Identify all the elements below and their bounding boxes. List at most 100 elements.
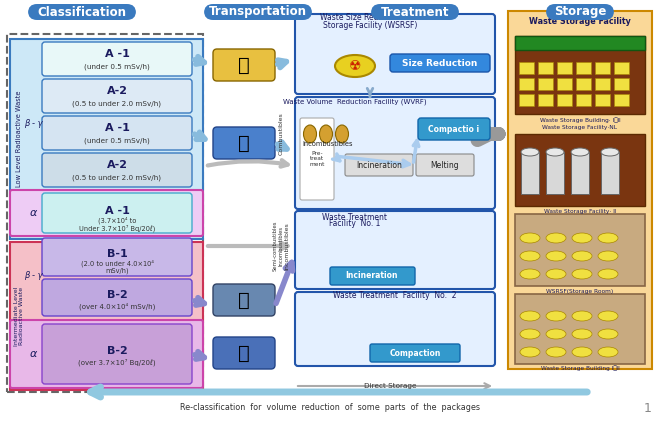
- Text: Facility  No. 1: Facility No. 1: [329, 220, 381, 229]
- Text: Combustibles: Combustibles: [279, 113, 284, 155]
- Text: Waste Size Reduction and: Waste Size Reduction and: [320, 14, 420, 22]
- Text: A -1: A -1: [104, 206, 129, 216]
- Ellipse shape: [520, 311, 540, 321]
- Text: WSRSF(Storage Room): WSRSF(Storage Room): [546, 288, 614, 293]
- Ellipse shape: [521, 148, 539, 156]
- FancyBboxPatch shape: [42, 324, 192, 384]
- Bar: [538, 94, 553, 106]
- Ellipse shape: [520, 269, 540, 279]
- Ellipse shape: [546, 251, 566, 261]
- Text: Classification: Classification: [38, 6, 127, 19]
- Ellipse shape: [520, 251, 540, 261]
- Bar: [557, 62, 572, 74]
- Text: B-2: B-2: [107, 346, 127, 356]
- FancyBboxPatch shape: [213, 127, 275, 159]
- Bar: [614, 78, 629, 90]
- Text: Intermediate Level
Radioactive Waste: Intermediate Level Radioactive Waste: [14, 286, 24, 346]
- FancyBboxPatch shape: [204, 4, 312, 20]
- Bar: [546, 152, 564, 194]
- Ellipse shape: [546, 347, 566, 357]
- FancyBboxPatch shape: [42, 79, 192, 113]
- Text: Incineration: Incineration: [356, 161, 402, 170]
- Bar: [519, 94, 534, 106]
- Text: (0.5 to under 2.0 mSv/h): (0.5 to under 2.0 mSv/h): [73, 101, 162, 107]
- Text: Pre-
treat
ment: Pre- treat ment: [310, 151, 325, 167]
- Ellipse shape: [598, 347, 618, 357]
- Bar: [508, 11, 652, 369]
- Ellipse shape: [598, 311, 618, 321]
- Text: Waste Storage Facility·NL: Waste Storage Facility·NL: [543, 125, 618, 129]
- Text: (under 0.5 mSv/h): (under 0.5 mSv/h): [84, 64, 150, 70]
- FancyBboxPatch shape: [345, 154, 413, 176]
- FancyBboxPatch shape: [42, 42, 192, 76]
- Ellipse shape: [601, 148, 619, 156]
- FancyBboxPatch shape: [295, 211, 495, 289]
- Text: β - γ: β - γ: [24, 120, 42, 128]
- Text: 🚛: 🚛: [238, 56, 250, 75]
- Bar: [10, 39, 203, 239]
- Bar: [576, 94, 591, 106]
- Ellipse shape: [598, 329, 618, 339]
- Text: B-1: B-1: [107, 249, 127, 259]
- FancyBboxPatch shape: [300, 118, 334, 200]
- FancyBboxPatch shape: [295, 14, 495, 94]
- FancyBboxPatch shape: [10, 320, 203, 388]
- Ellipse shape: [572, 311, 592, 321]
- Ellipse shape: [572, 251, 592, 261]
- Ellipse shape: [572, 329, 592, 339]
- Text: Waste Treatment  Facility  No.  2: Waste Treatment Facility No. 2: [333, 292, 457, 301]
- Ellipse shape: [520, 233, 540, 243]
- FancyBboxPatch shape: [546, 4, 614, 20]
- Text: (over 4.0×10⁴ mSv/h): (over 4.0×10⁴ mSv/h): [79, 302, 155, 310]
- FancyBboxPatch shape: [42, 238, 192, 276]
- Text: Incombustibles: Incombustibles: [284, 222, 290, 270]
- Text: Low Level Radioactive Waste: Low Level Radioactive Waste: [16, 91, 22, 187]
- Text: 1: 1: [644, 402, 652, 415]
- FancyBboxPatch shape: [370, 344, 460, 362]
- Text: (3.7×10⁴ to: (3.7×10⁴ to: [98, 216, 136, 224]
- Bar: [576, 78, 591, 90]
- Text: B-2: B-2: [107, 290, 127, 300]
- FancyBboxPatch shape: [213, 284, 275, 316]
- Text: Incombustibles: Incombustibles: [303, 141, 353, 147]
- FancyBboxPatch shape: [42, 279, 192, 316]
- Text: Storage: Storage: [554, 6, 606, 19]
- Text: Treatment: Treatment: [381, 6, 449, 19]
- Bar: [515, 36, 645, 114]
- Ellipse shape: [546, 148, 564, 156]
- FancyBboxPatch shape: [416, 154, 474, 176]
- FancyBboxPatch shape: [295, 97, 495, 209]
- Ellipse shape: [598, 233, 618, 243]
- Text: Waste Storage Building Ⅰ，Ⅱ: Waste Storage Building Ⅰ，Ⅱ: [541, 365, 620, 371]
- Ellipse shape: [572, 233, 592, 243]
- Text: Transportation: Transportation: [209, 6, 307, 19]
- FancyBboxPatch shape: [390, 54, 490, 72]
- Text: Size Reduction: Size Reduction: [403, 59, 478, 67]
- Text: 🚛: 🚛: [238, 343, 250, 363]
- Bar: [576, 62, 591, 74]
- Text: (0.5 to under 2.0 mSv/h): (0.5 to under 2.0 mSv/h): [73, 175, 162, 181]
- Text: ☢: ☢: [348, 59, 361, 73]
- Ellipse shape: [520, 347, 540, 357]
- Text: Direct Storage: Direct Storage: [364, 383, 416, 389]
- Bar: [595, 62, 610, 74]
- Ellipse shape: [319, 125, 333, 143]
- Bar: [538, 78, 553, 90]
- Ellipse shape: [546, 311, 566, 321]
- Text: (under 0.5 mSv/h): (under 0.5 mSv/h): [84, 138, 150, 144]
- Text: α: α: [29, 349, 37, 359]
- FancyBboxPatch shape: [42, 193, 192, 233]
- Text: Re-classification  for  volume  reduction  of  some  parts  of  the  packages: Re-classification for volume reduction o…: [180, 404, 480, 413]
- Text: Waste Storage Facility: Waste Storage Facility: [529, 17, 631, 26]
- FancyBboxPatch shape: [295, 292, 495, 366]
- Bar: [519, 78, 534, 90]
- Bar: [515, 214, 645, 286]
- Text: Waste Storage Facility· Ⅱ: Waste Storage Facility· Ⅱ: [544, 209, 616, 214]
- Bar: [515, 36, 645, 50]
- Bar: [614, 94, 629, 106]
- Text: Incineration: Incineration: [346, 271, 398, 281]
- Bar: [515, 294, 645, 364]
- Text: α: α: [29, 208, 37, 218]
- Ellipse shape: [520, 329, 540, 339]
- Ellipse shape: [598, 269, 618, 279]
